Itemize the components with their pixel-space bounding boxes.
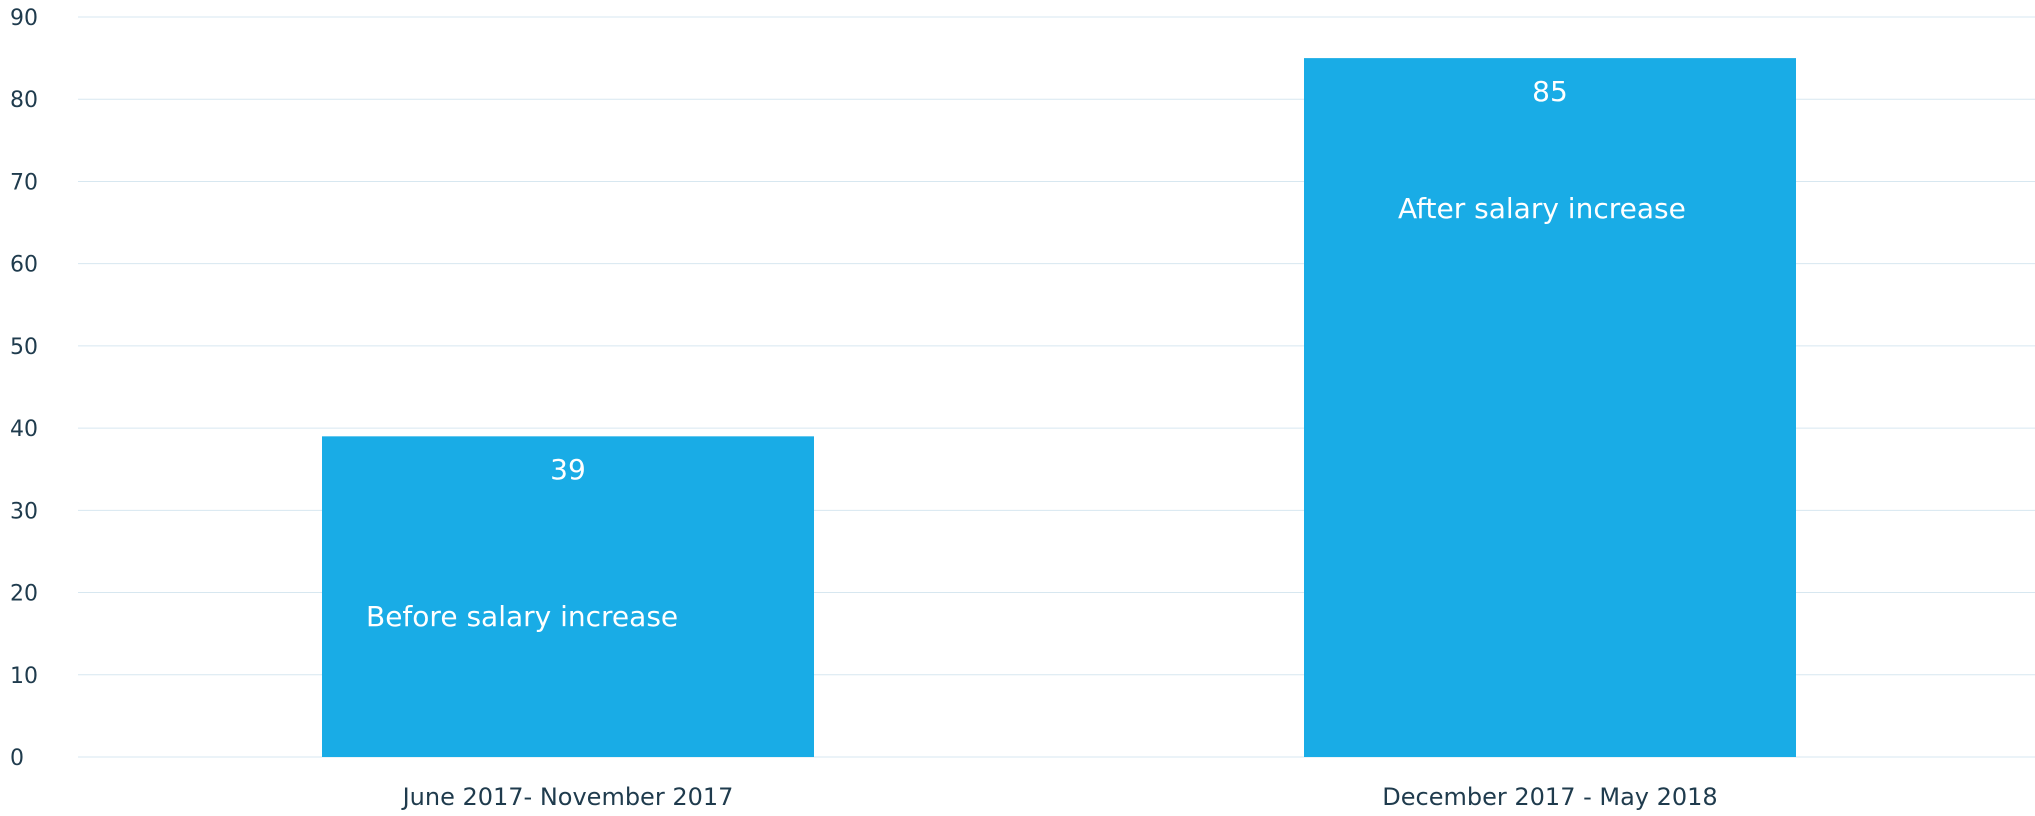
- annotation-label-1: Before salary increase: [366, 600, 678, 633]
- y-tick-label: 20: [10, 582, 38, 607]
- bar-2: [1304, 58, 1796, 758]
- y-tick-label: 30: [10, 499, 38, 524]
- y-tick-label: 60: [10, 253, 38, 278]
- data-label-1: 39: [550, 453, 586, 486]
- label-layer: 0 10 20 30 40 50 60 70 80 90 39 Before salary incre…: [10, 6, 1718, 811]
- bar-1: [322, 436, 814, 757]
- y-tick-label: 40: [10, 417, 38, 442]
- y-tick-label: 80: [10, 88, 38, 113]
- data-label-2: 85: [1532, 75, 1568, 108]
- x-category-label-1: June 2017- November 2017: [401, 783, 734, 811]
- bar-layer: [322, 58, 1796, 758]
- y-tick-label: 90: [10, 6, 38, 31]
- y-tick-label: 10: [10, 664, 38, 689]
- annotation-label-2: After salary increase: [1398, 192, 1686, 225]
- x-category-label-2: December 2017 - May 2018: [1382, 783, 1717, 811]
- y-tick-label: 50: [10, 335, 38, 360]
- y-tick-label: 70: [10, 170, 38, 195]
- y-tick-label: 0: [10, 746, 24, 771]
